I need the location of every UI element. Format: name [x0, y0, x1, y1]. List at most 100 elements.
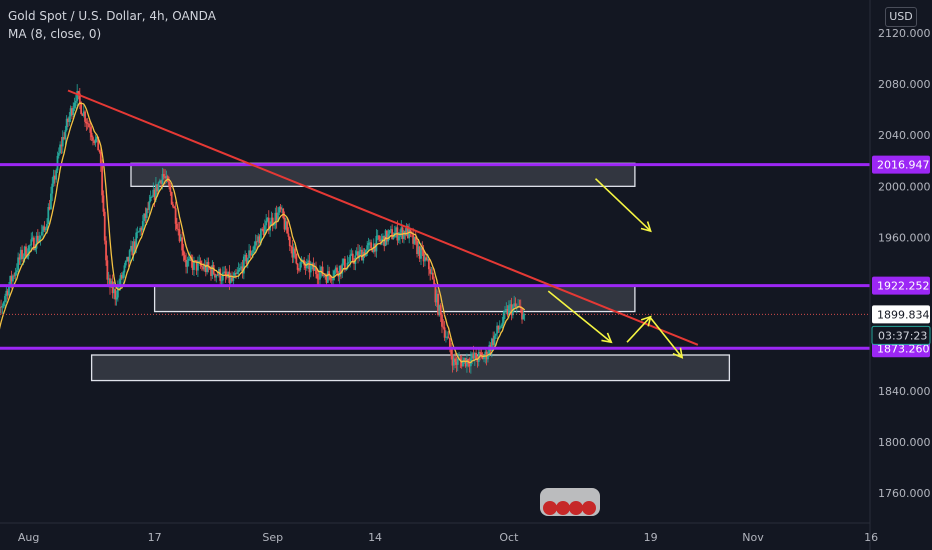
candle-body: [239, 267, 241, 270]
candle-body: [231, 277, 233, 281]
candle-body: [269, 225, 271, 231]
projection-arrow[interactable]: [547, 290, 612, 343]
candle-body: [77, 91, 80, 94]
trend-line[interactable]: [67, 89, 699, 346]
candle-body: [93, 140, 96, 144]
candle-body: [487, 354, 489, 360]
candle-body: [36, 235, 39, 243]
candle-body: [241, 266, 244, 274]
candle-body: [320, 266, 323, 272]
y-tick-label: 1800.000: [878, 436, 931, 449]
candle-body: [359, 249, 362, 252]
candle-body: [403, 231, 405, 239]
candle-body: [81, 113, 84, 116]
projection-arrow[interactable]: [650, 317, 683, 359]
candle-body: [472, 353, 475, 359]
candle-body: [336, 267, 338, 273]
x-tick-label: Sep: [262, 531, 283, 544]
candle-body: [291, 246, 294, 258]
candle-body: [202, 266, 205, 270]
candle-body: [128, 250, 131, 262]
candle-body: [85, 121, 88, 124]
candle-body: [207, 261, 210, 268]
candle-body: [484, 351, 487, 357]
candle-body: [72, 107, 75, 116]
candle-body: [223, 271, 226, 273]
candle-body: [130, 245, 132, 251]
candle-body: [341, 263, 344, 274]
candle-body: [177, 228, 180, 230]
candle-body: [307, 260, 310, 262]
projection-arrow[interactable]: [594, 178, 652, 232]
candle-body: [435, 293, 438, 303]
candle-body: [151, 196, 153, 198]
candle-body: [271, 217, 274, 226]
x-tick-label: 17: [148, 531, 162, 544]
candle-body: [193, 260, 195, 270]
candle-body: [25, 246, 27, 258]
candle-body: [86, 123, 89, 125]
candle-body: [252, 249, 254, 253]
candle-body: [422, 250, 425, 262]
projection-arrow[interactable]: [626, 316, 652, 343]
candle-body: [427, 259, 430, 270]
candle-body: [18, 257, 21, 260]
indicator-label[interactable]: MA (8, close, 0): [8, 27, 102, 41]
candle-body: [1, 306, 4, 308]
candle-body: [267, 217, 270, 231]
candle-body: [488, 345, 491, 355]
candle-body: [401, 227, 404, 239]
candle-body: [443, 327, 446, 338]
candle-body: [273, 224, 275, 226]
candle-body: [68, 116, 71, 122]
candle-body: [34, 248, 37, 250]
x-tick-label: Oct: [499, 531, 519, 544]
candle-body: [116, 285, 119, 298]
candle-body: [120, 275, 123, 279]
candle-body: [98, 150, 101, 152]
price-zone[interactable]: [130, 162, 636, 187]
candle-body: [370, 242, 373, 249]
currency-button[interactable]: USD: [885, 7, 917, 27]
candle-body: [147, 208, 149, 210]
candle-body: [48, 207, 51, 210]
candle-body: [71, 108, 73, 116]
candle-body: [102, 195, 105, 212]
candle-body: [442, 326, 445, 328]
x-tick-label: 19: [644, 531, 658, 544]
candle-body: [165, 176, 168, 179]
candle-body: [185, 259, 188, 267]
badge-circle: [582, 501, 596, 515]
price-zone[interactable]: [153, 285, 636, 313]
candle-body: [298, 269, 300, 271]
candle-body: [456, 358, 459, 365]
candle-body: [254, 241, 257, 246]
candle-body: [405, 225, 408, 236]
y-tick-label: 1760.000: [878, 487, 931, 500]
price-zone[interactable]: [90, 354, 731, 382]
candle-body: [504, 310, 506, 312]
candle-body: [6, 290, 9, 296]
candle-body: [32, 237, 35, 250]
level-tag-bottom: 1873.260: [877, 342, 930, 355]
candle-body: [69, 108, 72, 117]
candle-body: [351, 253, 354, 262]
candle-body: [253, 245, 256, 250]
candle-body: [168, 181, 170, 187]
candle-body: [355, 251, 358, 256]
candle-body: [78, 93, 81, 103]
candle-body: [282, 208, 285, 218]
candle-body: [74, 100, 77, 103]
candle-body: [521, 307, 523, 320]
candle-body: [134, 241, 136, 249]
level-tag-mid: 1922.252: [877, 280, 930, 293]
candle-body: [361, 249, 363, 261]
candle-body: [379, 239, 382, 242]
candle-body: [183, 255, 186, 260]
candle-body: [349, 254, 352, 262]
candle-body: [204, 264, 207, 273]
candle-body: [343, 258, 346, 270]
candle-body: [332, 277, 334, 281]
